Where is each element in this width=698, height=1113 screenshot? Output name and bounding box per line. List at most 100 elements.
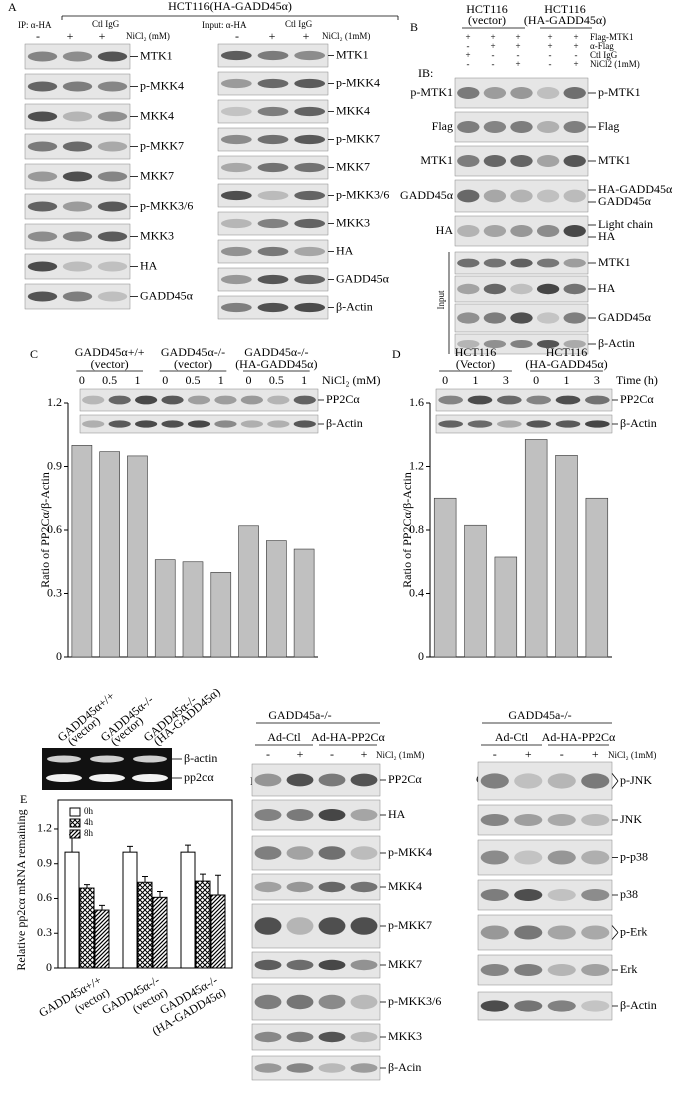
label: (HA-GADD45α) <box>525 357 607 371</box>
label: GADD45α <box>140 288 194 302</box>
band <box>254 1063 282 1073</box>
band <box>581 964 610 976</box>
arrow <box>611 773 619 782</box>
band <box>526 420 551 428</box>
band <box>254 881 282 893</box>
label: MTK1 <box>598 255 631 269</box>
band <box>483 225 507 237</box>
label: + <box>592 747 599 761</box>
band <box>563 155 586 167</box>
band <box>563 121 586 133</box>
label: GADD45α <box>336 271 390 285</box>
band <box>581 773 610 789</box>
bar <box>555 455 578 658</box>
label: p-MKK7 <box>336 131 380 145</box>
y-tick-label: 0.4 <box>409 585 424 599</box>
band <box>220 78 252 89</box>
label: MKK7 <box>140 168 174 182</box>
label: β-actin <box>184 751 217 765</box>
x-tick-label: 0.5 <box>102 373 117 387</box>
band <box>483 312 507 324</box>
label: + <box>547 32 552 42</box>
label: HA <box>436 223 454 237</box>
band <box>90 755 124 763</box>
y-tick-label: 0.6 <box>37 890 52 904</box>
band <box>294 302 326 313</box>
x-tick-label: 3 <box>503 373 509 387</box>
label: α-Flag <box>590 41 614 51</box>
band <box>514 814 543 826</box>
band <box>563 225 586 237</box>
bar <box>182 561 204 658</box>
label: - <box>492 50 495 60</box>
label: PP2Cα <box>620 392 654 406</box>
band <box>480 773 509 789</box>
band <box>480 1000 509 1012</box>
label: NiCl₂ (mM) <box>126 31 170 41</box>
band <box>510 340 533 348</box>
label: + <box>361 747 368 761</box>
band <box>467 395 493 405</box>
band <box>318 773 346 787</box>
label: MKK7 <box>336 159 370 173</box>
x-tick-label: 3 <box>594 373 600 387</box>
band <box>161 395 184 405</box>
label: HCT116 <box>466 2 508 16</box>
y-tick-label: 1.2 <box>47 395 62 409</box>
x-tick-label: 0 <box>162 373 168 387</box>
x-tick-label: 1 <box>564 373 570 387</box>
band <box>510 121 533 133</box>
band <box>547 773 576 789</box>
band <box>135 395 158 405</box>
label: GADD45α <box>400 188 454 202</box>
y-tick-label: 0.8 <box>409 522 424 536</box>
band <box>27 291 58 302</box>
band <box>254 917 282 935</box>
label: MKK4 <box>140 108 174 122</box>
band <box>480 814 509 826</box>
band <box>257 50 289 61</box>
label: + <box>490 32 495 42</box>
label: p-MTK1 <box>410 85 453 99</box>
band <box>286 773 314 787</box>
band <box>536 121 560 133</box>
x-tick-label: 0.5 <box>186 373 201 387</box>
label: p-MKK3/6 <box>336 187 389 201</box>
bar-hatch <box>196 881 210 968</box>
band <box>220 302 252 313</box>
label: (Vector) <box>456 357 495 371</box>
label: NiCl₂ (mM) <box>322 373 381 387</box>
arrow <box>611 780 619 789</box>
band <box>294 78 326 89</box>
band <box>438 420 463 428</box>
band <box>547 1000 576 1012</box>
bar-hatch <box>95 910 109 968</box>
band <box>510 258 533 268</box>
error-bar <box>99 904 105 911</box>
label: Flag <box>432 119 453 133</box>
band <box>536 312 560 324</box>
error-bar <box>157 891 163 898</box>
band <box>254 809 282 821</box>
bar <box>524 439 548 658</box>
band <box>135 420 158 428</box>
band <box>161 420 184 428</box>
band <box>97 261 128 272</box>
band <box>457 87 480 99</box>
band <box>483 258 507 268</box>
band <box>585 395 610 405</box>
error-bar <box>215 874 221 896</box>
label: - <box>560 747 564 761</box>
band <box>514 1000 543 1012</box>
label: + <box>573 32 578 42</box>
label: MTK1 <box>140 48 173 62</box>
error-bar <box>84 884 90 889</box>
bar <box>293 548 315 658</box>
band <box>294 162 326 173</box>
label: - <box>492 59 495 69</box>
band <box>581 1000 610 1012</box>
band <box>457 283 480 295</box>
label: + <box>573 41 578 51</box>
label: p-MKK3/6 <box>388 994 441 1008</box>
band <box>581 850 610 865</box>
